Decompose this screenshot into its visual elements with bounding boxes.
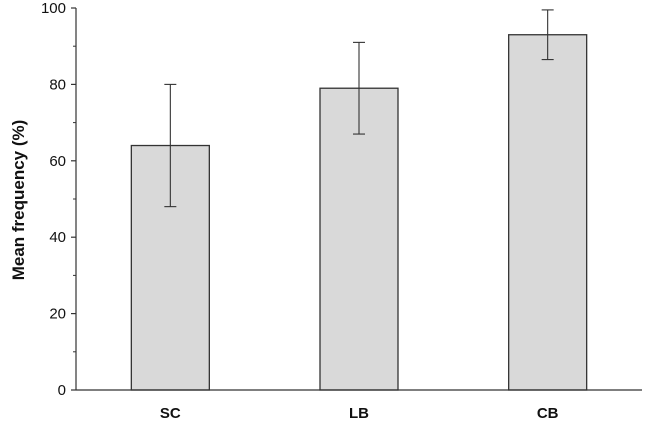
x-category-label: LB	[349, 405, 369, 422]
y-tick-label: 80	[49, 76, 66, 93]
bar-cb	[508, 34, 588, 391]
y-tick-label: 20	[49, 306, 66, 323]
x-labels-group: SC LB CB	[160, 405, 559, 422]
y-ticks-group: 0 20 40 60 80 100	[41, 0, 76, 399]
y-tick-label: 100	[41, 0, 66, 17]
y-tick-label: 60	[49, 153, 66, 170]
y-tick-label: 0	[58, 382, 66, 399]
error-bars-group	[164, 9, 554, 208]
y-axis-title: Mean frequency (%)	[9, 120, 28, 281]
x-category-label: CB	[537, 405, 559, 422]
bar-lb	[319, 87, 399, 391]
y-tick-label: 40	[49, 229, 66, 246]
x-category-label: SC	[160, 405, 181, 422]
